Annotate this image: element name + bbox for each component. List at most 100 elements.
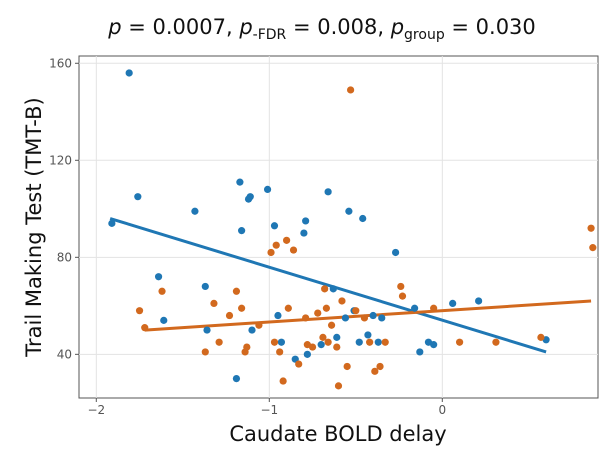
data-point-series-1 [416, 348, 424, 356]
data-point-series-2 [295, 360, 303, 368]
y-tick-label: 160 [49, 56, 72, 70]
data-point-series-1 [201, 282, 209, 291]
data-point-series-2 [371, 367, 379, 375]
data-point-series-1 [160, 316, 168, 324]
data-point-series-2 [215, 338, 223, 346]
x-tick-label: −1 [260, 403, 278, 417]
y-tick-label: 80 [57, 250, 72, 264]
chart-title: p = 0.0007, p-FDR = 0.008, pgroup = 0.03… [107, 15, 536, 43]
axis-ticks: 40 80 120 160 −2 −1 0 [49, 56, 446, 417]
x-axis-title: Caudate BOLD delay [229, 422, 446, 446]
y-axis-title: Trail Making Test (TMT-B) [22, 97, 46, 357]
title-p-value: = 0.0007, [122, 15, 240, 39]
data-point-series-2 [338, 297, 346, 305]
data-point-series-1 [449, 299, 457, 308]
data-point-series-1 [125, 69, 133, 77]
data-point-series-1 [303, 350, 311, 358]
data-point-series-2 [492, 338, 500, 346]
data-points [108, 69, 597, 390]
data-point-series-2 [319, 333, 327, 341]
data-point-series-2 [201, 348, 209, 356]
data-point-series-1 [274, 311, 282, 320]
data-point-series-1 [430, 341, 438, 349]
title-pgroup-subscript: group [404, 27, 445, 43]
data-point-series-2 [376, 362, 384, 371]
title-p-symbol: p [107, 15, 121, 39]
title-pfdr-value: = 0.008, [286, 15, 390, 39]
title-pfdr-symbol: p [238, 15, 252, 39]
fit-line-series-2 [144, 299, 592, 332]
data-point-series-1 [341, 314, 350, 322]
data-point-series-2 [279, 377, 287, 385]
data-point-series-2 [225, 311, 234, 320]
data-point-series-2 [238, 304, 246, 312]
data-point-series-2 [135, 307, 144, 315]
title-pfdr-subscript: -FDR [253, 27, 287, 43]
data-point-series-2 [398, 292, 407, 300]
data-point-series-2 [324, 338, 332, 346]
title-pgroup-symbol: p [390, 15, 404, 39]
data-point-series-2 [283, 236, 291, 244]
data-point-series-1 [236, 178, 244, 186]
data-point-series-2 [381, 338, 389, 346]
data-point-series-1 [374, 338, 382, 346]
data-point-series-2 [276, 348, 284, 356]
data-point-series-1 [246, 193, 254, 201]
data-point-series-1 [317, 341, 325, 349]
x-tick-label: −2 [87, 403, 105, 417]
data-point-series-1 [333, 333, 341, 341]
data-point-series-1 [270, 222, 279, 230]
data-point-series-2 [243, 343, 251, 351]
data-point-series-2 [289, 246, 298, 254]
data-point-series-1 [238, 227, 246, 235]
data-point-series-1 [359, 214, 367, 223]
data-point-series-1 [324, 188, 332, 196]
data-point-series-2 [360, 314, 369, 322]
data-point-series-2 [308, 343, 317, 351]
data-point-series-2 [334, 382, 343, 390]
data-point-series-2 [141, 324, 149, 332]
data-point-series-2 [587, 224, 595, 232]
data-point-series-2 [314, 309, 322, 317]
title-pgroup-value: = 0.030 [445, 15, 536, 39]
data-point-series-1 [248, 326, 256, 334]
data-point-series-2 [272, 241, 280, 249]
data-point-series-1 [391, 248, 400, 257]
data-point-series-2 [158, 287, 166, 295]
data-point-series-2 [430, 304, 438, 312]
data-point-series-2 [284, 304, 292, 312]
data-point-series-1 [108, 219, 116, 227]
data-point-series-2 [267, 248, 275, 257]
data-point-series-2 [537, 333, 545, 341]
data-point-series-1 [302, 217, 310, 225]
data-point-series-1 [191, 207, 199, 215]
data-point-series-1 [345, 207, 353, 215]
data-point-series-1 [203, 326, 211, 334]
fit-line-series-1 [109, 217, 547, 354]
data-point-series-1 [475, 297, 483, 305]
regression-lines [109, 217, 592, 354]
data-point-series-1 [277, 338, 286, 346]
data-point-series-1 [369, 311, 377, 320]
data-point-series-2 [343, 362, 351, 371]
x-tick-label: 0 [438, 403, 446, 417]
data-point-series-1 [134, 193, 142, 201]
data-point-series-2 [366, 338, 374, 346]
data-point-series-1 [154, 273, 163, 281]
data-point-series-2 [255, 321, 263, 329]
data-point-series-2 [321, 285, 329, 293]
data-point-series-1 [364, 331, 372, 339]
data-point-series-1 [232, 374, 241, 383]
data-point-series-2 [352, 307, 360, 315]
y-tick-label: 40 [57, 347, 72, 361]
data-point-series-1 [329, 285, 337, 293]
data-point-series-2 [589, 244, 597, 252]
grid-lines [79, 56, 598, 398]
data-point-series-2 [327, 321, 336, 329]
data-point-series-2 [397, 282, 405, 291]
y-tick-label: 120 [49, 153, 72, 167]
data-point-series-2 [270, 338, 279, 346]
data-point-series-1 [411, 304, 419, 312]
data-point-series-2 [333, 343, 341, 351]
